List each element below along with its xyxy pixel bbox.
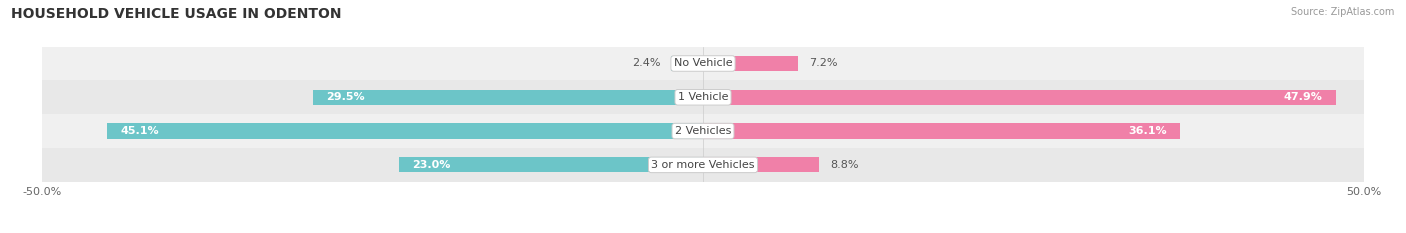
Bar: [703, 157, 820, 172]
Bar: [42, 114, 1364, 148]
Bar: [671, 56, 703, 71]
Bar: [314, 90, 703, 105]
Bar: [399, 157, 703, 172]
Text: 2.4%: 2.4%: [633, 58, 661, 69]
Text: 29.5%: 29.5%: [326, 92, 366, 102]
Bar: [42, 148, 1364, 182]
Text: 8.8%: 8.8%: [830, 160, 859, 170]
Text: No Vehicle: No Vehicle: [673, 58, 733, 69]
Text: 7.2%: 7.2%: [808, 58, 837, 69]
Bar: [42, 47, 1364, 80]
Text: 1 Vehicle: 1 Vehicle: [678, 92, 728, 102]
Bar: [703, 90, 1336, 105]
Text: 2 Vehicles: 2 Vehicles: [675, 126, 731, 136]
Text: 3 or more Vehicles: 3 or more Vehicles: [651, 160, 755, 170]
Bar: [107, 123, 703, 139]
Text: 47.9%: 47.9%: [1284, 92, 1323, 102]
Bar: [703, 56, 799, 71]
Text: HOUSEHOLD VEHICLE USAGE IN ODENTON: HOUSEHOLD VEHICLE USAGE IN ODENTON: [11, 7, 342, 21]
Bar: [703, 123, 1180, 139]
Bar: [42, 80, 1364, 114]
Text: 23.0%: 23.0%: [412, 160, 450, 170]
Text: Source: ZipAtlas.com: Source: ZipAtlas.com: [1291, 7, 1395, 17]
Text: 45.1%: 45.1%: [120, 126, 159, 136]
Text: 36.1%: 36.1%: [1128, 126, 1167, 136]
